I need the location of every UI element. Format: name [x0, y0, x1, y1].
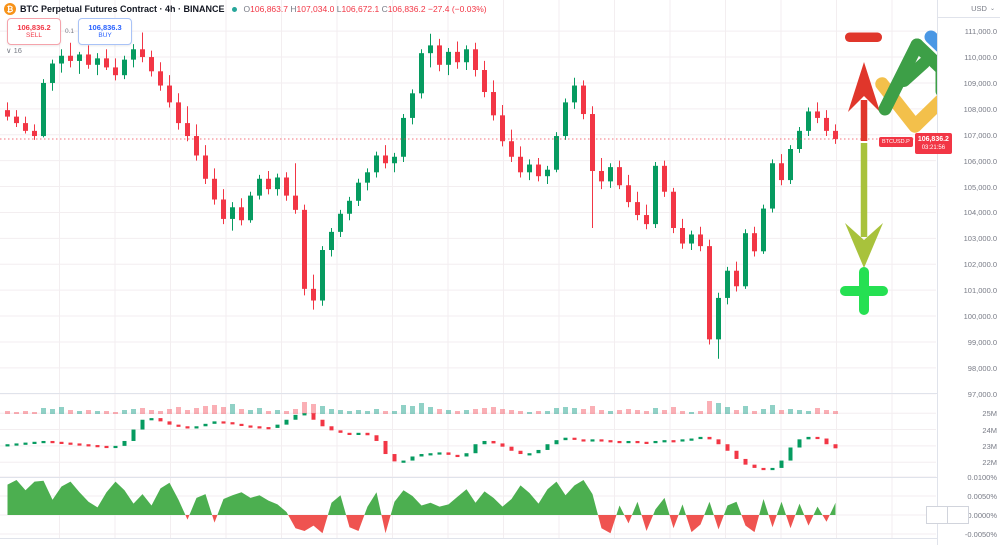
- pane-button-right[interactable]: [948, 506, 969, 524]
- price-tick-label: 97,000.0: [967, 389, 997, 399]
- gridlines: [0, 0, 936, 538]
- close-value: 106,836.2: [387, 4, 426, 14]
- high-value: 107,034.0: [296, 4, 335, 14]
- oi-tick-label: 25M: [982, 409, 997, 419]
- price-tick-label: 110,000.0: [964, 53, 997, 63]
- pane-controls: [926, 506, 969, 524]
- pane-button-left[interactable]: [926, 506, 948, 524]
- currency-selector[interactable]: USD ⌄: [938, 0, 1000, 18]
- hidden-indicator-count: 16: [13, 46, 22, 55]
- bar-countdown: 03:21:56: [921, 145, 946, 152]
- trade-panel: 106,836.2 SELL 0.1 106,836.3 BUY: [7, 18, 133, 45]
- price-tick-label: 104,000.0: [963, 208, 997, 218]
- buy-label: BUY: [98, 32, 112, 39]
- market-status-dot: [231, 6, 237, 12]
- osc-tick-label: 0.0050%: [967, 492, 997, 501]
- open-value: 106,863.7: [250, 4, 288, 14]
- price-tick-label: 107,000.0: [963, 130, 997, 140]
- sell-label: SELL: [26, 32, 42, 39]
- spread-value: 0.1: [65, 28, 75, 35]
- buy-price: 106,836.3: [88, 23, 122, 32]
- osc-tick-label: -0.0050%: [964, 530, 997, 539]
- oscillator-pane[interactable]: [7, 480, 836, 534]
- price-tick-label: 108,000.0: [963, 104, 997, 114]
- price-axis[interactable]: USD ⌄ 111,000.0 110,000.0 109,000.0 108,000…: [879, 0, 1000, 545]
- ohlc-values: O106,863.7 H107,034.0 L106,672.1 C106,83…: [244, 4, 487, 14]
- price-tick-label: 109,000.0: [963, 78, 997, 88]
- price-tick-label: 102,000.0: [963, 260, 997, 270]
- price-tick-label: 98,000.0: [967, 363, 997, 373]
- tag-price: 106,836.2: [917, 136, 949, 144]
- osc-tick-label: 0.0100%: [967, 473, 997, 482]
- low-label: L: [336, 4, 342, 14]
- sell-button[interactable]: 106,836.2 SELL: [7, 18, 61, 45]
- osc-tick-label: 0.0000%: [967, 511, 997, 520]
- tag-price-box: 106,836.2 03:21:56: [914, 133, 952, 155]
- sell-price: 106,836.2: [17, 23, 51, 32]
- price-tick-label: 111,000.0: [964, 27, 997, 37]
- bitcoin-icon: ₿: [4, 3, 16, 15]
- oi-tick-label: 23M: [982, 441, 997, 451]
- open-interest-pane[interactable]: [5, 413, 838, 471]
- symbol-title[interactable]: BTC Perpetual Futures Contract · 4h · BI…: [20, 4, 225, 14]
- price-tick-label: 100,000.0: [963, 312, 997, 322]
- chevron-down-icon: ∨: [6, 46, 12, 55]
- close-label: C: [381, 4, 388, 14]
- change-value: −27.4 (−0.03%): [427, 4, 487, 14]
- currency-label: USD: [971, 4, 987, 13]
- legend-collapse-toggle[interactable]: ∨ 16: [6, 46, 22, 55]
- volume-pane[interactable]: [5, 401, 838, 414]
- tag-symbol-label: BTCUSD.P: [879, 137, 913, 148]
- price-tick-label: 99,000.0: [967, 337, 997, 347]
- oi-tick-label: 22M: [982, 458, 997, 468]
- open-label: O: [243, 4, 251, 14]
- chart-legend[interactable]: ₿ BTC Perpetual Futures Contract · 4h · …: [4, 2, 487, 16]
- price-tick-label: 103,000.0: [963, 234, 997, 244]
- low-value: 106,672.1: [341, 4, 380, 14]
- high-label: H: [290, 4, 297, 14]
- candles[interactable]: [5, 32, 838, 359]
- oi-tick-label: 24M: [982, 425, 997, 435]
- price-tick-label: 106,000.0: [963, 156, 997, 166]
- price-tick-label: 105,000.0: [963, 182, 997, 192]
- buy-button[interactable]: 106,836.3 BUY: [78, 18, 133, 45]
- price-tick-label: 101,000.0: [963, 286, 997, 296]
- chevron-down-icon: ⌄: [989, 6, 995, 12]
- last-price-tag: BTCUSD.P 106,836.2 03:21:56: [879, 133, 952, 155]
